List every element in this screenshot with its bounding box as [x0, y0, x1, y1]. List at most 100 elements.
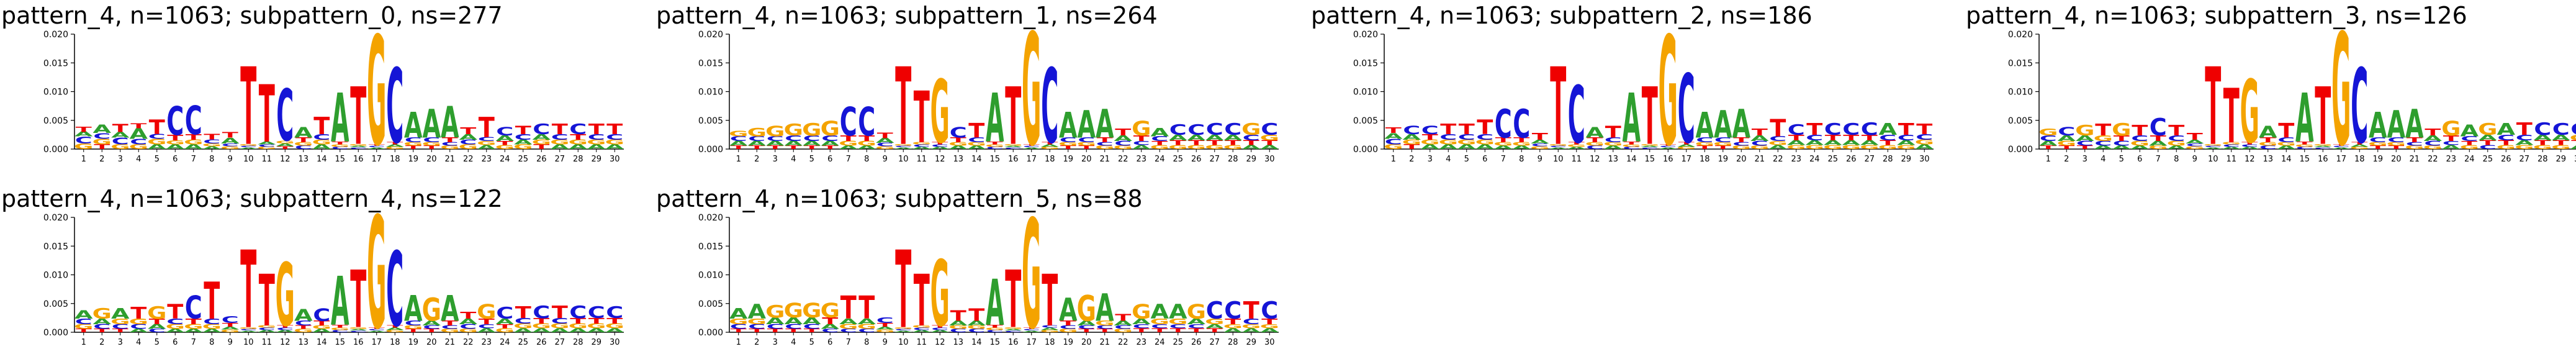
logo-letter-A: A — [821, 323, 839, 330]
x-tick-label: 15 — [335, 338, 345, 347]
x-tick-label: 16 — [353, 155, 364, 164]
logo-letter-G: G — [1603, 142, 1623, 147]
logo-letter-G: G — [2405, 145, 2424, 150]
svg-text:G: G — [857, 323, 876, 330]
logo-letter-C: C — [2516, 134, 2533, 143]
logo-letter-G: G — [948, 142, 968, 147]
svg-text:T: T — [858, 289, 875, 326]
logo-letter-A: A — [514, 327, 533, 334]
logo-letter-T: T — [914, 77, 930, 160]
logo-letter-T: T — [277, 145, 294, 150]
svg-text:T: T — [277, 145, 294, 150]
svg-text:A: A — [839, 145, 858, 150]
logo-letter-G: G — [765, 124, 785, 140]
svg-text:A: A — [1040, 327, 1059, 331]
logo-letter-G: G — [1040, 330, 1060, 334]
svg-text:G: G — [1168, 144, 1187, 151]
logo-letter-A: A — [2479, 134, 2497, 143]
svg-text:C: C — [2479, 144, 2497, 151]
logo-letter-C: C — [240, 329, 257, 331]
logo-letter-T: T — [1788, 134, 1805, 143]
logo-letter-G: G — [1058, 328, 1078, 334]
x-tick-label: 7 — [1501, 155, 1506, 164]
svg-text:C: C — [515, 317, 532, 326]
svg-text:G: G — [403, 325, 423, 330]
svg-text:C: C — [276, 76, 294, 158]
svg-text:C: C — [2277, 136, 2295, 143]
logo-letter-T: T — [749, 328, 765, 334]
logo-letter-C: C — [478, 323, 495, 330]
svg-text:G: G — [1823, 144, 1842, 151]
logo-letter-C: C — [1495, 101, 1512, 147]
logo-letter-G: G — [1823, 144, 1842, 151]
svg-text:C: C — [441, 142, 459, 147]
x-tick-label: 30 — [1264, 338, 1275, 347]
svg-text:G: G — [948, 325, 968, 330]
svg-text:T: T — [1225, 317, 1241, 326]
logo-letter-A: A — [766, 140, 785, 147]
svg-text:A: A — [184, 143, 203, 151]
svg-text:T: T — [240, 46, 256, 170]
svg-text:A: A — [1641, 145, 1659, 148]
x-tick-label: 22 — [1118, 338, 1128, 347]
logo-letter-C: C — [968, 328, 985, 334]
svg-text:C: C — [986, 330, 1004, 334]
svg-text:T: T — [1151, 140, 1168, 147]
svg-text:C: C — [840, 99, 857, 145]
x-tick-label: 26 — [1191, 155, 1202, 164]
logo-letter-T: T — [295, 325, 312, 330]
logo-letter-T: T — [1696, 145, 1713, 150]
svg-text:T: T — [1225, 139, 1241, 147]
logo-letter-T: T — [2077, 145, 2093, 150]
logo-letter-C: C — [894, 145, 912, 148]
logo-letter-A: A — [1567, 147, 1586, 150]
svg-text:G: G — [440, 145, 459, 150]
svg-text:G: G — [1095, 319, 1114, 327]
svg-text:T: T — [350, 71, 366, 163]
y-tick-label: 0.000 — [43, 328, 68, 338]
logo-letter-C: C — [931, 144, 948, 148]
svg-text:A: A — [2442, 144, 2461, 151]
svg-text:C: C — [803, 134, 821, 143]
svg-text:C: C — [931, 144, 948, 148]
logo-letter-G: G — [1567, 144, 1586, 148]
svg-text:A: A — [129, 328, 148, 334]
logo-letter-T: T — [1024, 327, 1040, 329]
svg-text:C: C — [1023, 329, 1040, 331]
svg-text:G: G — [92, 306, 112, 322]
svg-text:T: T — [1788, 134, 1805, 143]
svg-text:C: C — [785, 323, 802, 330]
svg-text:G: G — [2460, 144, 2479, 151]
logo-letter-C: C — [405, 319, 422, 327]
logo-letter-G: G — [875, 329, 894, 333]
logo-letter-C: C — [1458, 133, 1475, 142]
svg-text:C: C — [821, 134, 839, 143]
svg-text:C: C — [1151, 135, 1168, 143]
logo-letter-A: A — [129, 126, 148, 142]
logo-letter-G: G — [330, 327, 349, 331]
logo-letter-G: G — [220, 329, 240, 333]
logo-letter-G: G — [605, 138, 624, 146]
svg-text:G: G — [1732, 145, 1751, 150]
x-tick-label: 28 — [573, 155, 583, 164]
x-tick-label: 5 — [809, 338, 814, 347]
svg-text:T: T — [1207, 327, 1223, 334]
logo-letter-G: G — [1132, 301, 1151, 324]
y-tick-label: 0.015 — [698, 58, 723, 68]
logo-letter-T: T — [186, 133, 202, 142]
logo-letter-C: C — [1641, 147, 1659, 150]
